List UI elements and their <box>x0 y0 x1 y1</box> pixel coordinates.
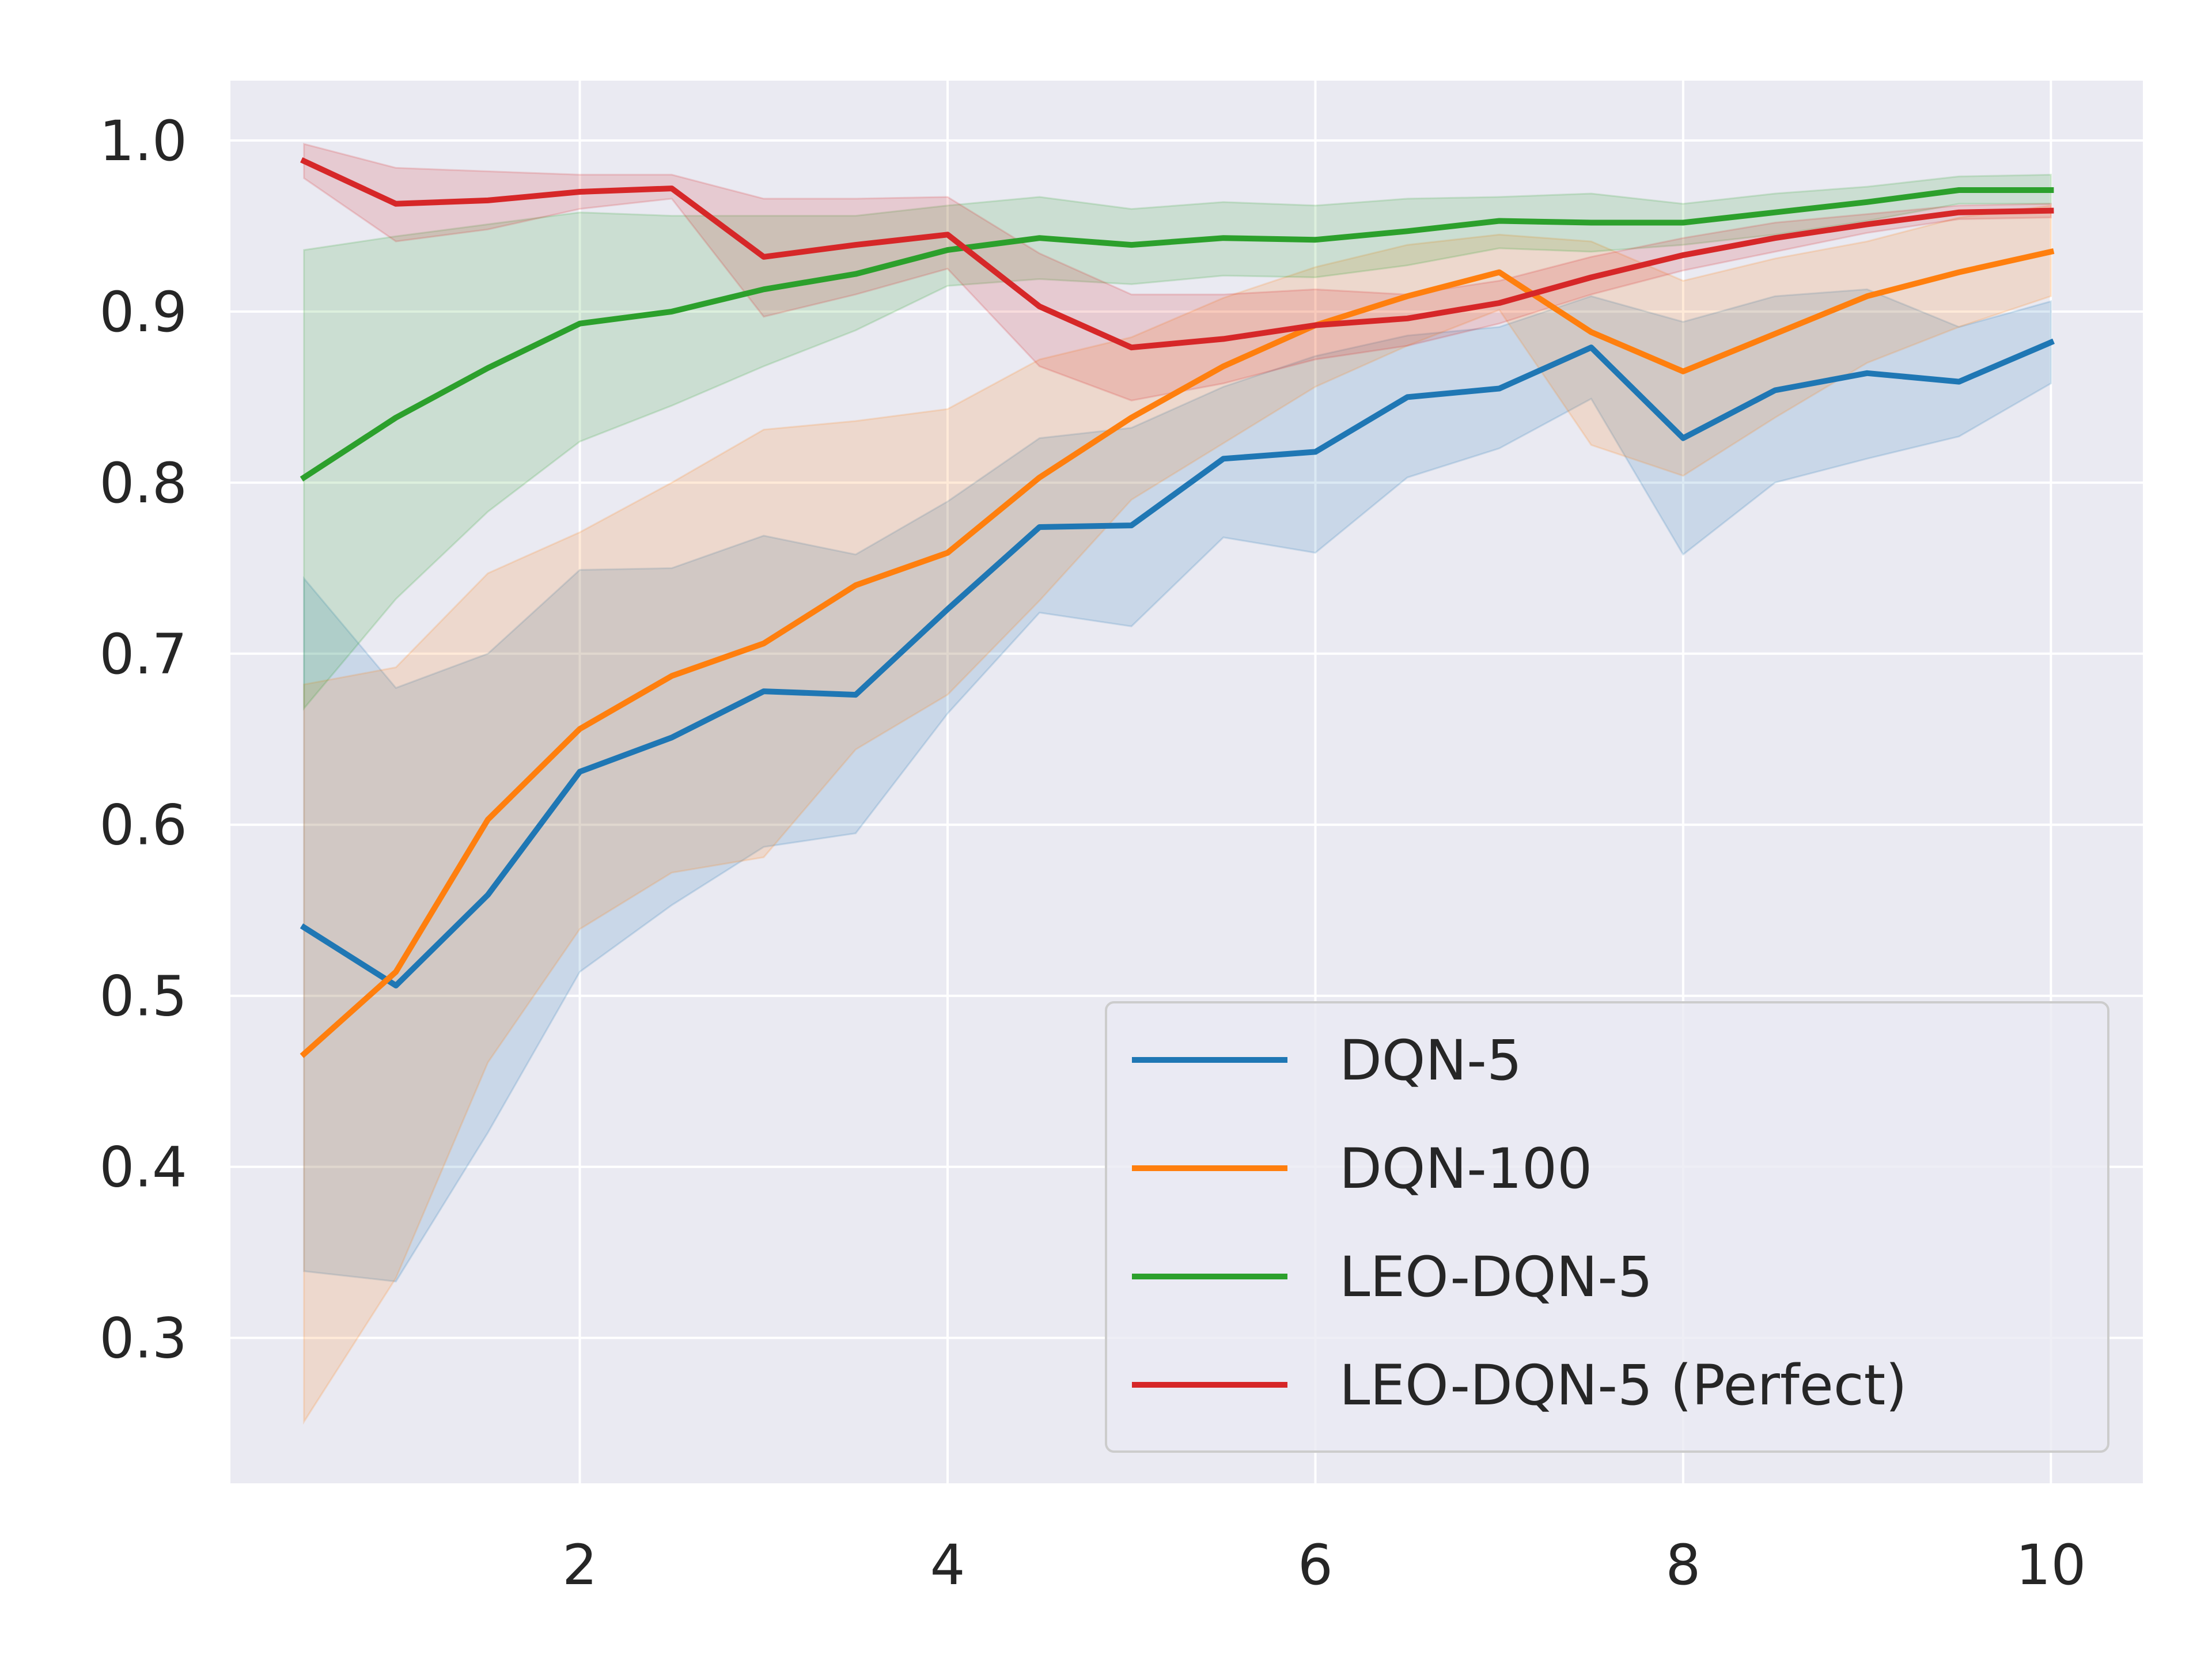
y-tick-label: 0.5 <box>99 964 187 1029</box>
x-tick-label: 2 <box>562 1533 597 1597</box>
confidence-bands <box>303 142 2052 1425</box>
confidence-band <box>303 142 2052 402</box>
x-tick-label: 10 <box>2016 1533 2086 1597</box>
legend-box <box>1105 1001 2109 1453</box>
series-line <box>300 338 2055 988</box>
confidence-band <box>303 173 2052 711</box>
legend-label: LEO-DQN-5 <box>1339 1245 1653 1309</box>
series-line <box>300 248 2055 1058</box>
legend-label: DQN-5 <box>1339 1028 1522 1093</box>
y-tick-label: 0.4 <box>99 1135 187 1200</box>
y-tick-label: 0.6 <box>99 793 187 858</box>
x-axis-tick-labels: 2 4 6 8 10 <box>562 1533 2086 1597</box>
confidence-band <box>303 204 2052 1425</box>
confidence-band <box>303 288 2052 1283</box>
x-tick-label: 8 <box>1665 1533 1700 1597</box>
y-tick-label: 1.0 <box>99 109 187 173</box>
y-tick-label: 0.8 <box>99 451 187 516</box>
y-tick-label: 0.9 <box>99 280 187 344</box>
series-line <box>300 157 2054 351</box>
series-lines <box>300 157 2055 1058</box>
y-tick-label: 0.7 <box>99 622 187 687</box>
x-tick-label: 4 <box>930 1533 965 1597</box>
series-line <box>300 187 2054 482</box>
x-tick-label: 6 <box>1298 1533 1333 1597</box>
legend: DQN-5 DQN-100 LEO-DQN-5 LEO-DQN-5 (Perfect) <box>1105 1001 2109 1453</box>
y-axis-tick-labels: 0.3 0.4 0.5 0.6 0.7 0.8 0.9 1.0 <box>99 109 187 1371</box>
legend-label: DQN-100 <box>1339 1137 1592 1201</box>
legend-label: LEO-DQN-5 (Perfect) <box>1339 1353 1907 1418</box>
y-tick-label: 0.3 <box>99 1306 187 1371</box>
